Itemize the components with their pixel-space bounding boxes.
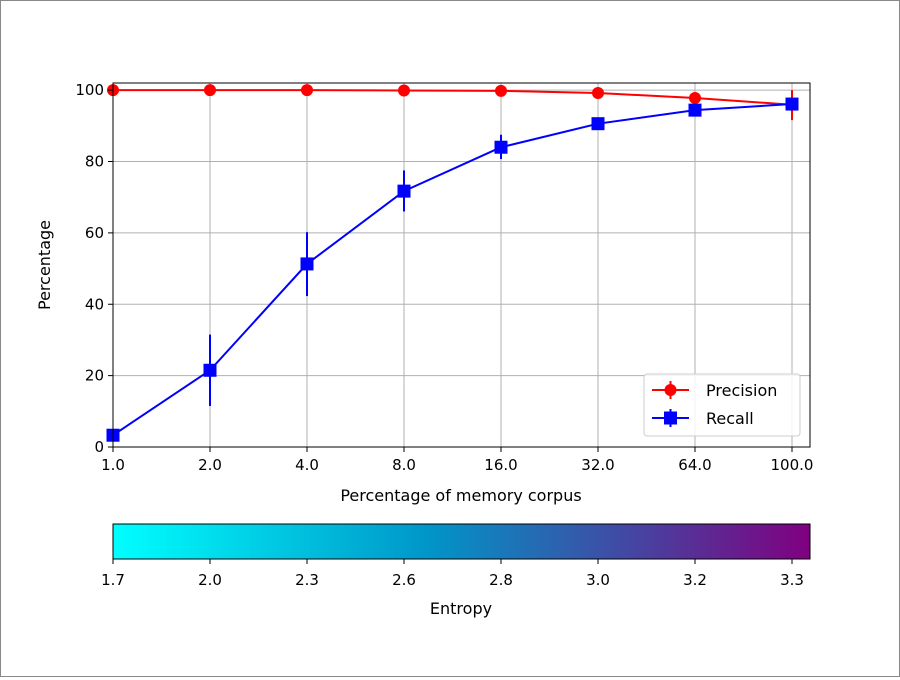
colorbar-tick-label: 2.0 <box>198 571 222 589</box>
y-axis-label: Percentage <box>35 220 54 310</box>
x-tick-label: 4.0 <box>295 456 319 474</box>
precision-line <box>113 89 793 106</box>
precision-point <box>592 86 604 99</box>
colorbar-label: Entropy <box>430 599 492 618</box>
recall-line <box>112 103 793 437</box>
colorbar-tick-label: 2.6 <box>392 571 416 589</box>
recall-point <box>785 97 799 111</box>
x-tick-label: 2.0 <box>198 456 222 474</box>
x-tick-label: 1.0 <box>101 456 125 474</box>
colorbar-tick-label: 2.3 <box>295 571 319 589</box>
x-axis-label: Percentage of memory corpus <box>340 486 581 505</box>
legend-precision-marker <box>664 384 677 396</box>
x-tick-label: 100.0 <box>771 456 814 474</box>
legend-recall-marker <box>664 411 677 425</box>
x-tick-label: 32.0 <box>581 456 614 474</box>
recall-point <box>688 103 702 117</box>
recall-point <box>300 257 314 271</box>
x-tick-label: 8.0 <box>392 456 416 474</box>
colorbar-tick-label: 3.0 <box>586 571 610 589</box>
legend-recall-label: Recall <box>706 409 754 428</box>
colorbar-tick-label: 3.2 <box>683 571 707 589</box>
plot-frame <box>112 82 811 448</box>
recall-point <box>591 117 605 131</box>
colorbar-tick-label: 2.8 <box>489 571 513 589</box>
precision-point <box>204 84 216 97</box>
colorbar <box>112 523 811 560</box>
colorbar-ticks: 1.7 2.0 2.3 2.6 2.8 3.0 3.2 3.3 <box>101 559 804 589</box>
y-tick-label: 60 <box>85 224 104 242</box>
legend-precision-label: Precision <box>706 381 777 400</box>
x-tick-label: 64.0 <box>678 456 711 474</box>
colorbar-tick-label: 1.7 <box>101 571 125 589</box>
legend: Precision Recall <box>643 373 801 437</box>
recall-point <box>397 184 411 198</box>
y-tick-label: 100 <box>75 81 104 99</box>
x-tick-label: 16.0 <box>484 456 517 474</box>
y-tick-label: 20 <box>85 367 104 385</box>
precision-point <box>689 91 701 104</box>
precision-point <box>301 84 313 97</box>
colorbar-tick-label: 3.3 <box>780 571 804 589</box>
series-layer <box>106 84 799 442</box>
axes: 1.0 2.0 4.0 8.0 16.0 32.0 64.0 100.0 0 20 40 60 80 10… <box>75 81 813 474</box>
recall-point <box>203 363 217 377</box>
y-tick-label: 40 <box>85 295 104 313</box>
y-tick-label: 0 <box>94 438 104 456</box>
precision-point <box>495 84 507 97</box>
precision-point <box>398 84 410 97</box>
recall-point <box>494 140 508 154</box>
y-tick-label: 80 <box>85 153 104 171</box>
